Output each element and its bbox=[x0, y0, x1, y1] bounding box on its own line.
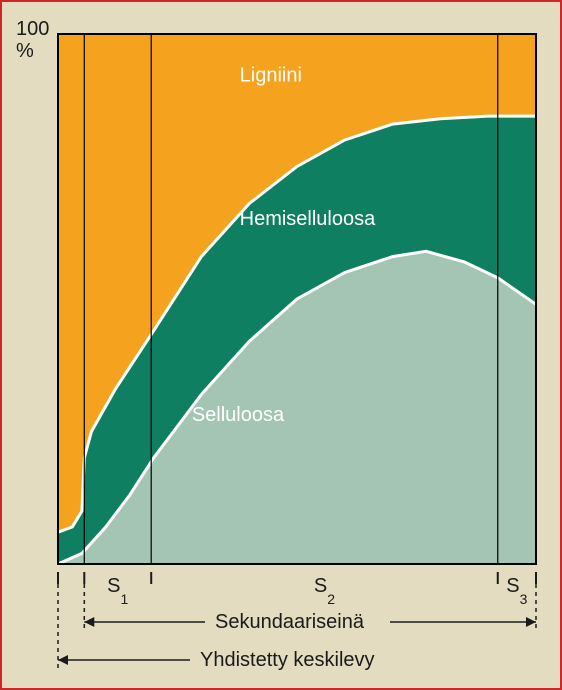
chart-container: 100 % LigniiniHemiselluloosaSelluloosaS1… bbox=[0, 0, 562, 690]
y-axis-max-label: 100 % bbox=[16, 18, 49, 62]
outer-border bbox=[0, 0, 562, 690]
